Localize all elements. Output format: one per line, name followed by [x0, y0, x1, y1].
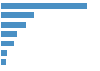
Bar [1, 31, 17, 37]
Bar [1, 59, 6, 65]
Bar [1, 22, 26, 27]
Bar [1, 50, 7, 56]
Bar [1, 12, 34, 18]
Bar [1, 3, 87, 9]
Bar [1, 41, 14, 46]
